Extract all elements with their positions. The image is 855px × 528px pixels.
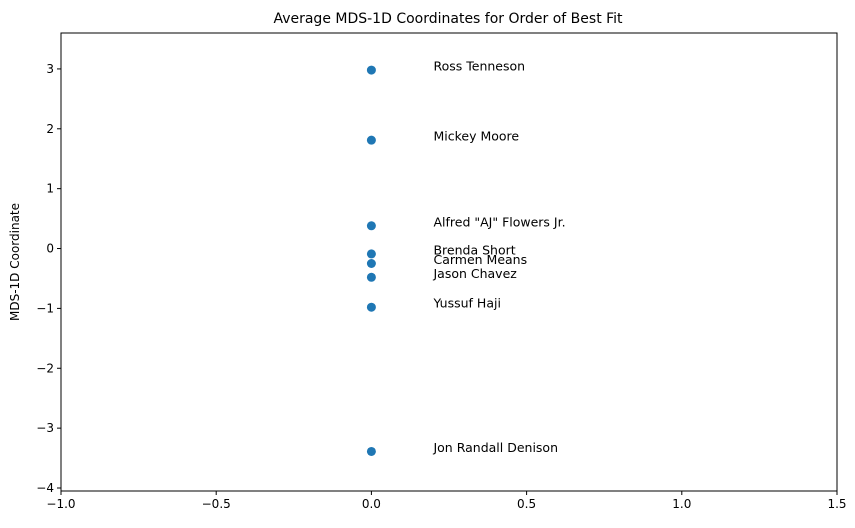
point-annotations: Ross Tenneson Mickey Moore Alfred "AJ" Flo… <box>432 59 565 455</box>
point-label: Jason Chavez <box>432 266 517 281</box>
data-point <box>366 249 376 259</box>
data-point <box>366 221 376 231</box>
point-label: Brenda Short <box>433 242 515 257</box>
plot-area-frame <box>60 32 838 492</box>
y-tick-label: 2 <box>46 122 54 136</box>
y-tick-label: 1 <box>46 182 54 196</box>
data-point <box>366 65 376 75</box>
data-point <box>366 258 376 268</box>
data-point <box>366 302 376 312</box>
x-tick-label: −0.5 <box>202 497 231 511</box>
y-tick-label: −3 <box>36 421 54 435</box>
x-tick-label: −1.0 <box>46 497 75 511</box>
data-point <box>366 135 376 145</box>
y-axis-label: MDS-1D Coordinate <box>8 203 22 321</box>
point-label: Yussuf Haji <box>432 296 500 311</box>
point-label: Ross Tenneson <box>433 59 525 74</box>
y-tick-label: −4 <box>36 481 54 495</box>
chart-title: Average MDS-1D Coordinates for Order of … <box>273 11 623 27</box>
point-label: Alfred "AJ" Flowers Jr. <box>433 214 565 229</box>
x-tick-label: 0.0 <box>362 497 381 511</box>
y-tick-label: −2 <box>36 361 54 375</box>
y-tick-label: −1 <box>36 301 54 315</box>
point-label: Jon Randall Denison <box>432 440 558 455</box>
point-label: Carmen Means <box>433 252 527 267</box>
axis-ticks: −1.0 −0.5 0.0 0.5 1.0 1.5 −4 −3 −2 −1 0 1 2 3 <box>36 62 846 511</box>
x-tick-label: 1.5 <box>827 497 846 511</box>
y-tick-label: 3 <box>46 62 54 76</box>
x-tick-label: 1.0 <box>672 497 691 511</box>
data-point <box>366 272 376 282</box>
data-point <box>366 446 376 456</box>
data-points <box>366 65 376 456</box>
x-tick-label: 0.5 <box>517 497 536 511</box>
point-label: Mickey Moore <box>433 129 519 144</box>
y-tick-label: 0 <box>46 242 54 256</box>
